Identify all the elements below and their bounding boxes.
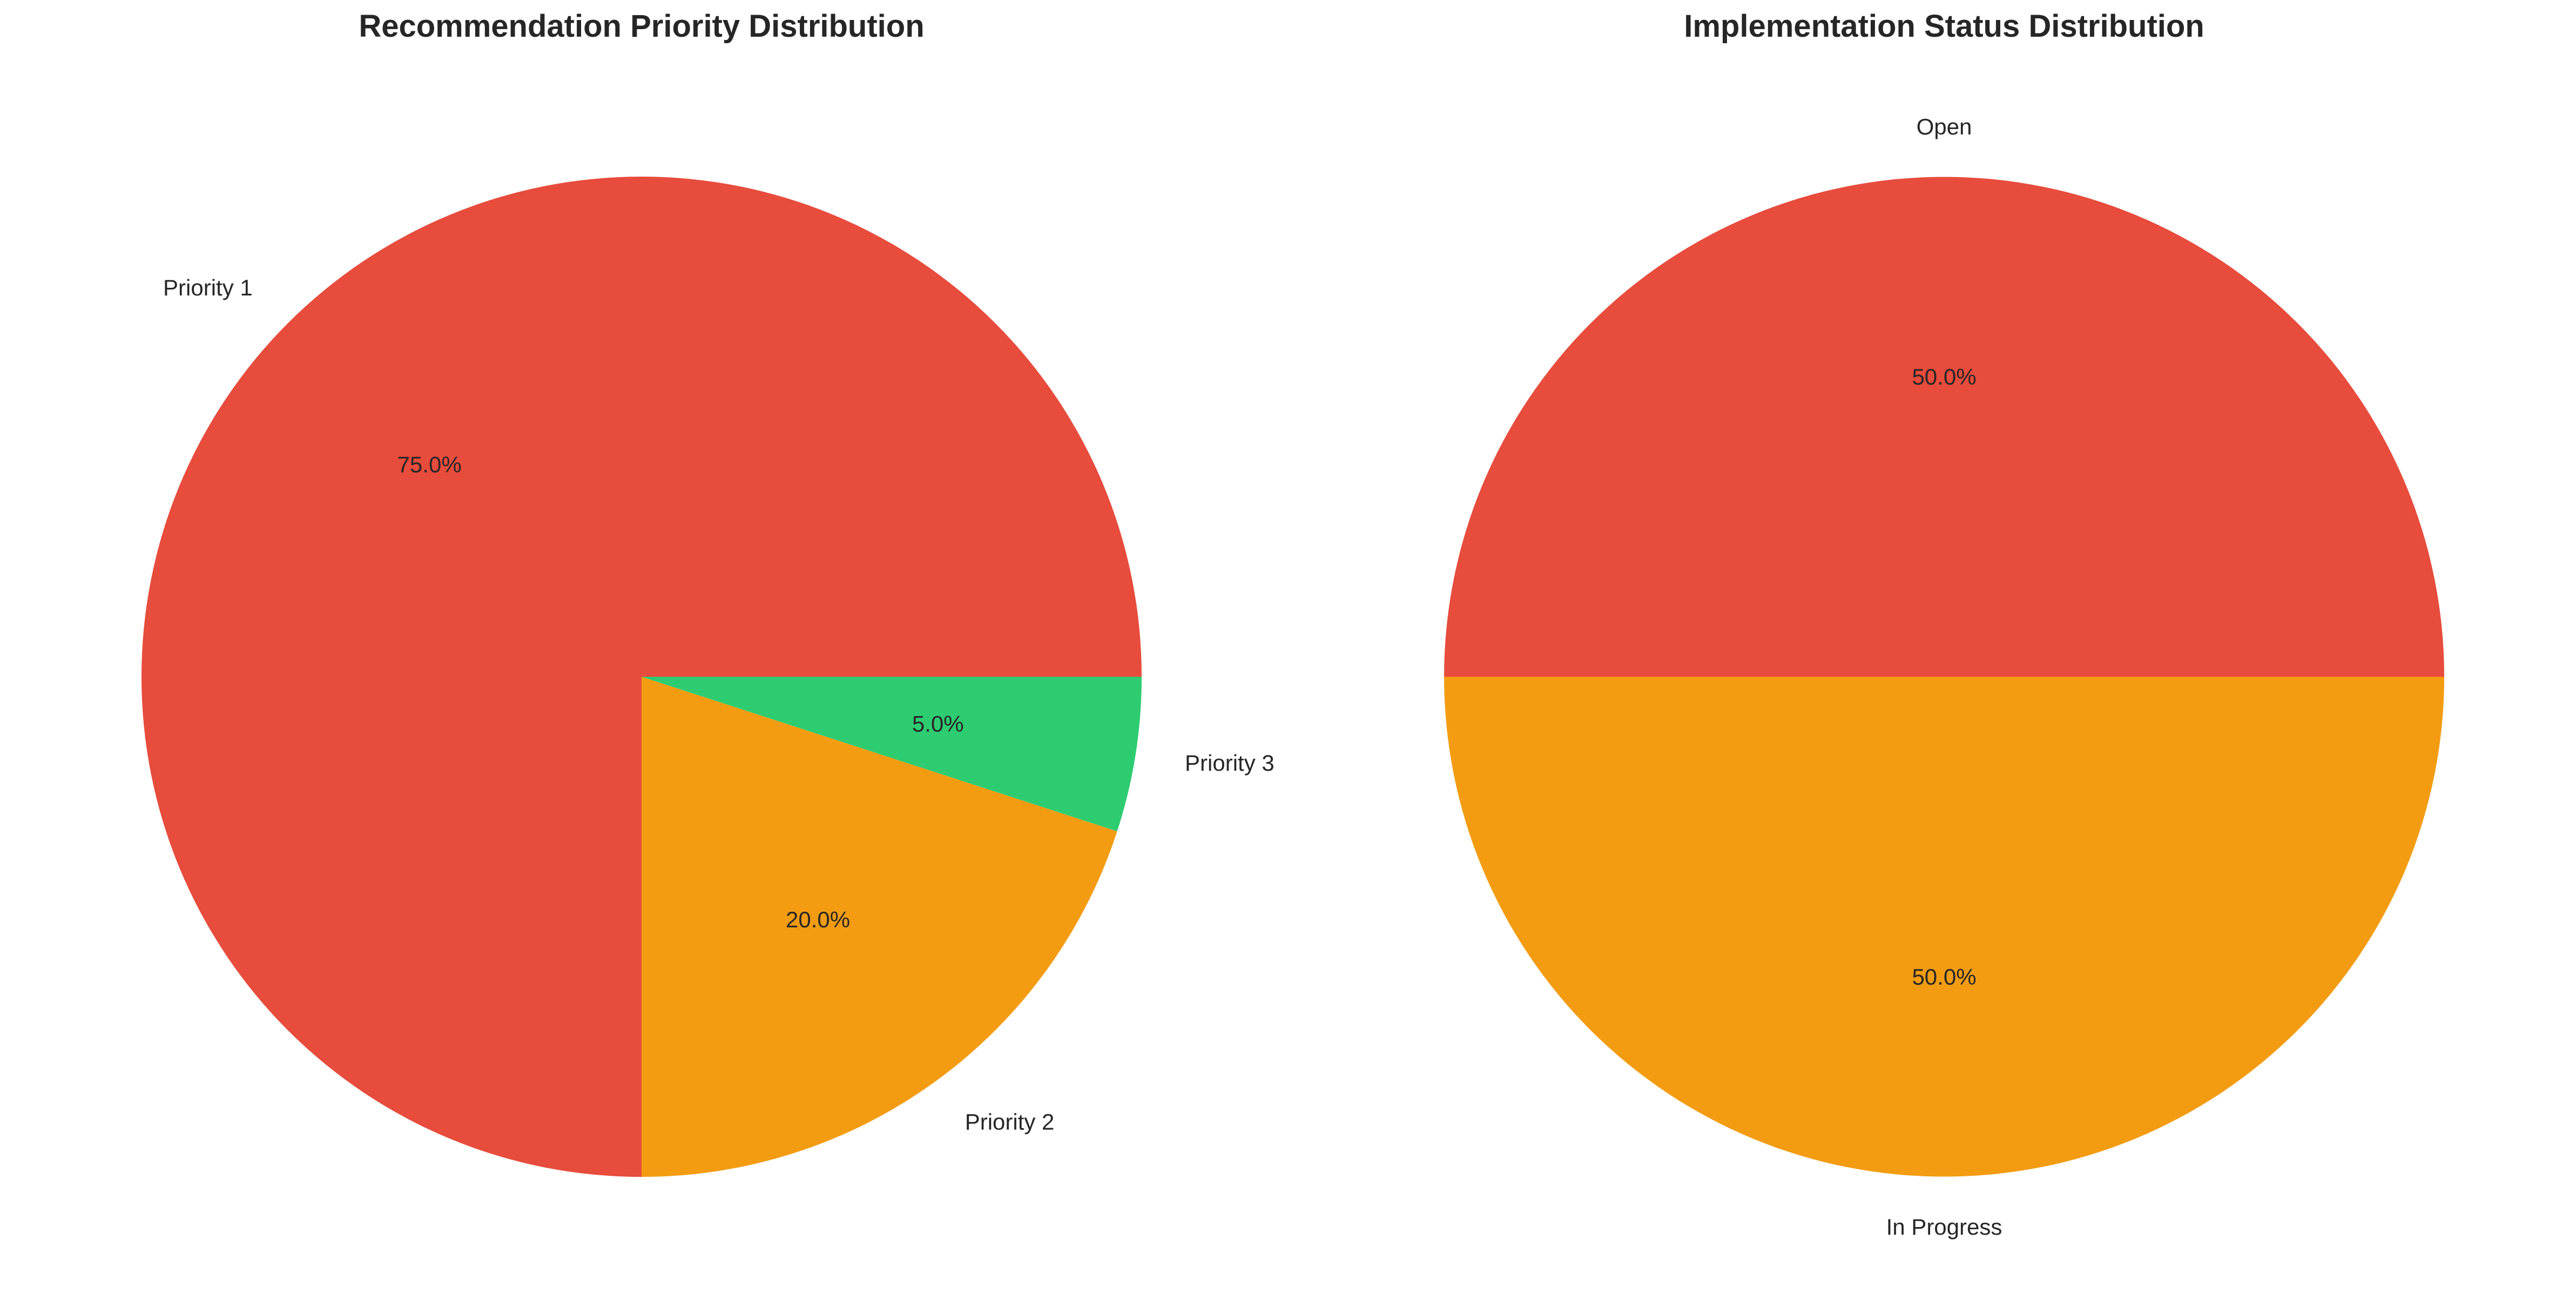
pie-category-label: In Progress [1886,1214,2002,1240]
priority-pie-chart: Recommendation Priority Distribution 75.… [141,9,1274,1177]
pie-slices [1444,177,2444,1177]
pie-percent-label: 75.0% [397,452,462,477]
chart-title: Implementation Status Distribution [1684,9,2204,44]
chart-title: Recommendation Priority Distribution [359,9,924,44]
pie-percent-label: 50.0% [1912,964,1976,989]
pie-slice-in-progress [1444,677,2444,1177]
pie-percent-label: 5.0% [912,711,964,736]
pie-slice-open [1444,177,2444,677]
pie-category-label: Priority 1 [163,275,253,300]
pie-labels: 75.0% Priority 1 20.0% Priority 2 5.0% Priori… [163,275,1274,1134]
pie-category-label: Priority 2 [965,1109,1055,1135]
pie-slices [141,177,1142,1177]
pie-percent-label: 20.0% [786,907,850,932]
pie-labels: 50.0% Open 50.0% In Progress [1886,114,2002,1240]
pie-slice-priority-3 [642,677,1142,832]
status-pie-chart: Implementation Status Distribution 50.0%… [1444,9,2444,1240]
pie-category-label: Priority 3 [1185,750,1274,776]
pie-percent-label: 50.0% [1912,364,1976,389]
pie-slice-priority-2 [642,677,1117,1177]
pie-category-label: Open [1917,114,1972,139]
